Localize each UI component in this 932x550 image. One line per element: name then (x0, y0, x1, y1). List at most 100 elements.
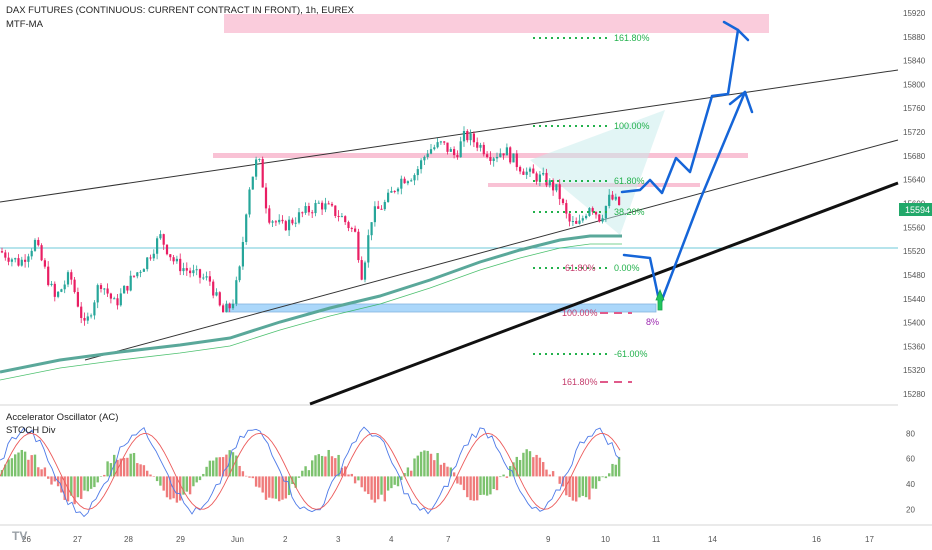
candle-body (486, 154, 489, 158)
oscillator-bar (350, 473, 353, 477)
indicator-label[interactable]: MTF-MA (6, 19, 44, 30)
oscillator-bar (383, 476, 386, 502)
candle-body (261, 158, 264, 188)
candle-body (142, 269, 145, 272)
candle-body (390, 190, 393, 193)
oscillator-bar (264, 476, 268, 500)
candle-body (340, 216, 343, 218)
oscillator-bar (452, 472, 456, 477)
price-tick-label: 15560 (903, 223, 926, 232)
oscillator-bar (594, 476, 598, 489)
oscillator-bar (551, 471, 555, 477)
price-axis[interactable] (898, 0, 932, 550)
candle-body (238, 266, 241, 281)
oscillator-bar (17, 452, 20, 477)
oscillator-bar (363, 476, 367, 492)
candle-body (281, 219, 284, 222)
price-tick-label: 15320 (903, 366, 926, 375)
oscillator-bar (367, 476, 370, 495)
oscillator-bar (63, 476, 66, 500)
trendline-upper (0, 69, 899, 203)
oscillator-bar (396, 476, 400, 487)
oscillator-bar (311, 460, 314, 477)
candle-body (469, 133, 472, 141)
candle-body (456, 155, 459, 158)
candle-body (568, 213, 571, 222)
oscillator-bar (386, 476, 390, 491)
oscillator-bar (449, 467, 452, 477)
candle-body (17, 258, 20, 266)
candle-body (535, 173, 538, 182)
candle-body (594, 211, 598, 215)
stoch-d-line (0, 432, 621, 510)
candle-body (354, 228, 357, 232)
oscillator-tick-label: 80 (906, 429, 915, 438)
price-tick-label: 15720 (903, 128, 926, 137)
candle-body (446, 142, 449, 152)
candle-body (208, 276, 211, 282)
oscillator-bar (208, 460, 212, 477)
candle-body (139, 271, 142, 273)
candle-body (43, 260, 46, 267)
candle-body (149, 257, 152, 259)
oscillator-bar (30, 455, 33, 477)
fib-label: 0.00% (614, 263, 640, 273)
candle-body (519, 167, 522, 172)
candle-body (129, 275, 132, 291)
last-price-value: 15594 (905, 205, 930, 215)
candle-body (76, 292, 79, 307)
oscillator-bar (429, 453, 433, 477)
candle-body (360, 260, 363, 280)
oscillator-bar (70, 476, 73, 496)
oscillator-bar (469, 476, 472, 501)
oscillator-bar (155, 476, 159, 482)
candle-body (611, 194, 614, 200)
oscillator-bar (218, 457, 221, 477)
candle-body (449, 149, 452, 152)
oscillator-bar (509, 466, 512, 477)
oscillator-bar (436, 453, 439, 477)
candle-body (327, 203, 330, 205)
oscillator-bar (301, 470, 304, 477)
candle-body (555, 184, 558, 191)
candle-body (344, 216, 347, 223)
oscillator-bar (357, 476, 360, 481)
candle-body (116, 298, 119, 306)
candle-body (57, 291, 60, 297)
oscillator-bar (241, 471, 245, 477)
oscillator-bar (261, 476, 264, 493)
oscillator-bar (27, 459, 30, 477)
oscillator-bar (334, 458, 337, 477)
oscillator-bar (393, 476, 396, 485)
oscillator-axis-labels: 80 60 40 20 (906, 429, 915, 514)
candle-body (598, 214, 601, 222)
time-tick-label: 10 (601, 535, 610, 544)
indicator-label-ac[interactable]: Accelerator Oscillator (AC) (6, 412, 118, 423)
price-tick-label: 15800 (903, 80, 926, 89)
candle-body (509, 147, 512, 163)
oscillator-bar (169, 476, 172, 500)
candle-body (515, 153, 518, 168)
candle-body (426, 153, 429, 157)
candle-body (126, 285, 129, 291)
oscillator-bar (142, 465, 146, 477)
oscillator-bar (462, 476, 466, 491)
candle-body (581, 218, 584, 221)
oscillator-bar (116, 459, 119, 477)
oscillator-bar (571, 476, 575, 501)
time-tick-label: 27 (73, 535, 82, 544)
oscillator-bar (575, 476, 578, 502)
candle-body (231, 303, 235, 309)
candle-body (53, 283, 56, 297)
candle-body (466, 131, 469, 141)
candle-body (548, 180, 551, 186)
oscillator-bar (198, 476, 202, 481)
candle-body (47, 266, 50, 286)
oscillator-bar (195, 476, 198, 483)
oscillator-bar (617, 456, 621, 477)
oscillator-bar (314, 455, 317, 477)
candle-body (50, 283, 53, 286)
candle-body (472, 133, 475, 143)
indicator-label-stoch[interactable]: STOCH Div (6, 425, 56, 436)
